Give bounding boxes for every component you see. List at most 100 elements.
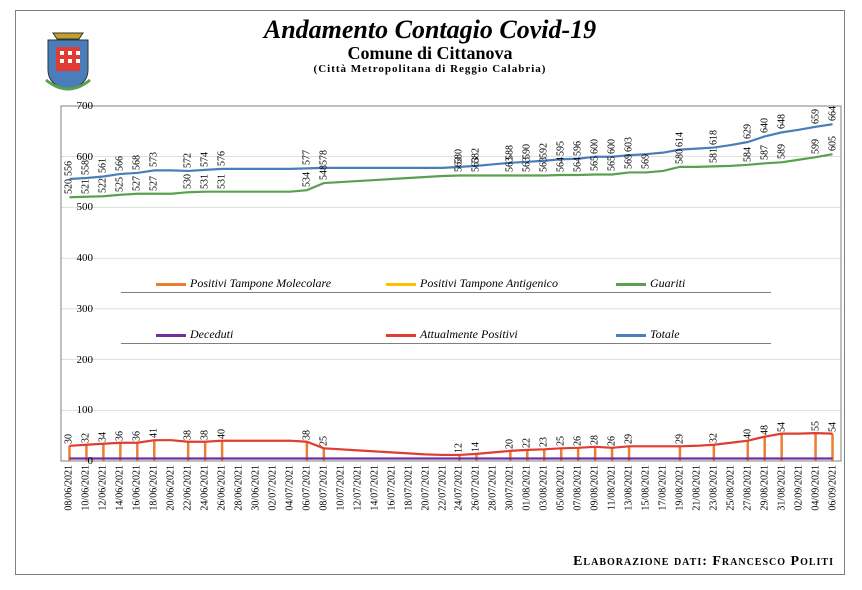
x-axis-tick: 14/07/2021	[369, 465, 380, 511]
data-label-guariti: 531	[217, 174, 228, 189]
data-label-guariti: 564	[573, 157, 584, 172]
data-label-guariti: 563	[454, 157, 465, 172]
x-axis-tick: 11/08/2021	[607, 465, 618, 510]
data-label-totale: 573	[149, 152, 160, 167]
data-label-totale: 603	[624, 137, 635, 152]
data-label-totale: 556	[64, 161, 75, 176]
data-label-totale: 572	[183, 153, 194, 168]
x-axis-tick: 25/08/2021	[725, 465, 736, 511]
x-axis-tick: 04/07/2021	[284, 465, 295, 511]
data-label-guariti: 565	[590, 156, 601, 171]
x-axis-tick: 10/06/2021	[81, 465, 92, 511]
data-label-positivi: 32	[708, 433, 719, 443]
data-label-positivi: 25	[556, 436, 567, 446]
x-axis-tick: 30/06/2021	[251, 465, 262, 511]
x-axis-tick: 09/08/2021	[590, 465, 601, 511]
x-axis-tick: 20/07/2021	[420, 465, 431, 511]
y-axis-tick: 100	[77, 404, 94, 416]
data-label-positivi: 29	[624, 434, 635, 444]
x-axis-tick: 15/08/2021	[641, 465, 652, 511]
data-label-totale: 614	[674, 132, 685, 147]
data-label-guariti: 584	[742, 147, 753, 162]
data-label-positivi: 12	[454, 443, 465, 453]
data-label-totale: 648	[776, 114, 787, 129]
data-label-guariti: 520	[64, 179, 75, 194]
legend-item: Attualmente Positivi	[386, 327, 518, 342]
data-label-guariti: 530	[183, 174, 194, 189]
x-axis-tick: 16/06/2021	[132, 465, 143, 511]
data-label-totale: 618	[708, 130, 719, 145]
data-label-totale: 595	[556, 141, 567, 156]
data-label-guariti: 563	[505, 157, 516, 172]
x-axis-tick: 17/08/2021	[657, 465, 668, 511]
data-label-positivi: 20	[505, 439, 516, 449]
data-label-positivi: 40	[742, 429, 753, 439]
data-label-guariti: 563	[471, 157, 482, 172]
x-axis-tick: 27/08/2021	[742, 465, 753, 511]
x-axis-tick: 18/07/2021	[403, 465, 414, 511]
data-label-totale: 596	[573, 141, 584, 156]
data-label-guariti: 563	[522, 157, 533, 172]
data-label-totale: 640	[759, 118, 770, 133]
data-label-totale: 566	[115, 156, 126, 171]
data-label-positivi: 40	[217, 429, 228, 439]
plot-area: 010020030040050060070008/06/202110/06/20…	[56, 101, 851, 536]
y-axis-tick: 200	[77, 354, 94, 366]
legend-item: Totale	[616, 327, 680, 342]
data-label-totale: 568	[132, 155, 143, 170]
x-axis-tick: 18/06/2021	[149, 465, 160, 511]
data-label-guariti: 563	[539, 157, 550, 172]
data-label-positivi: 28	[590, 435, 601, 445]
x-axis-tick: 03/08/2021	[539, 465, 550, 511]
x-axis-tick: 05/08/2021	[556, 465, 567, 511]
x-axis-tick: 04/09/2021	[810, 465, 821, 511]
legend-item: Positivi Tampone Antigenico	[386, 276, 558, 291]
y-axis-tick: 500	[77, 201, 94, 213]
x-axis-tick: 06/09/2021	[827, 465, 838, 511]
municipal-crest-icon	[38, 25, 98, 95]
x-axis-tick: 22/06/2021	[183, 465, 194, 511]
data-label-positivi: 32	[81, 433, 92, 443]
x-axis-tick: 24/07/2021	[454, 465, 465, 511]
x-axis-tick: 28/06/2021	[234, 465, 245, 511]
data-label-positivi: 29	[674, 434, 685, 444]
data-label-totale: 576	[217, 151, 228, 166]
data-label-totale: 659	[810, 109, 821, 124]
data-label-totale: 600	[590, 139, 601, 154]
x-axis-tick: 10/07/2021	[335, 465, 346, 511]
data-label-totale: 578	[318, 150, 329, 165]
legend-separator	[121, 343, 771, 344]
x-axis-tick: 08/07/2021	[318, 465, 329, 511]
data-label-guariti: 605	[827, 136, 838, 151]
chart-title: Andamento Contagio Covid-19	[16, 15, 844, 45]
x-axis-tick: 30/07/2021	[505, 465, 516, 511]
data-label-guariti: 521	[81, 179, 92, 194]
data-label-positivi: 26	[607, 436, 618, 446]
data-label-totale: 558	[81, 160, 92, 175]
x-axis-tick: 24/06/2021	[200, 465, 211, 511]
data-label-positivi: 23	[539, 437, 550, 447]
data-label-guariti: 527	[132, 176, 143, 191]
data-label-totale: 577	[301, 150, 312, 165]
y-axis-tick: 400	[77, 252, 94, 264]
data-label-guariti: 580	[674, 149, 685, 164]
x-axis-tick: 12/07/2021	[352, 465, 363, 511]
data-label-totale: 629	[742, 124, 753, 139]
legend-separator	[121, 292, 771, 293]
data-label-positivi: 48	[759, 425, 770, 435]
data-label-guariti: 531	[200, 174, 211, 189]
data-label-guariti: 534	[301, 172, 312, 187]
x-axis-tick: 12/06/2021	[98, 465, 109, 511]
chart-subsubtitle: (Città Metropolitana di Reggio Calabria)	[16, 63, 844, 75]
x-axis-tick: 28/07/2021	[488, 465, 499, 511]
data-label-totale: 561	[98, 158, 109, 173]
x-axis-tick: 16/07/2021	[386, 465, 397, 511]
data-label-guariti: 525	[115, 177, 126, 192]
x-axis-tick: 26/07/2021	[471, 465, 482, 511]
x-axis-tick: 22/07/2021	[437, 465, 448, 511]
y-axis-tick: 700	[77, 100, 94, 112]
data-label-positivi: 22	[522, 438, 533, 448]
data-label-guariti: 599	[810, 139, 821, 154]
x-axis-tick: 01/08/2021	[522, 465, 533, 511]
data-label-guariti: 565	[607, 156, 618, 171]
